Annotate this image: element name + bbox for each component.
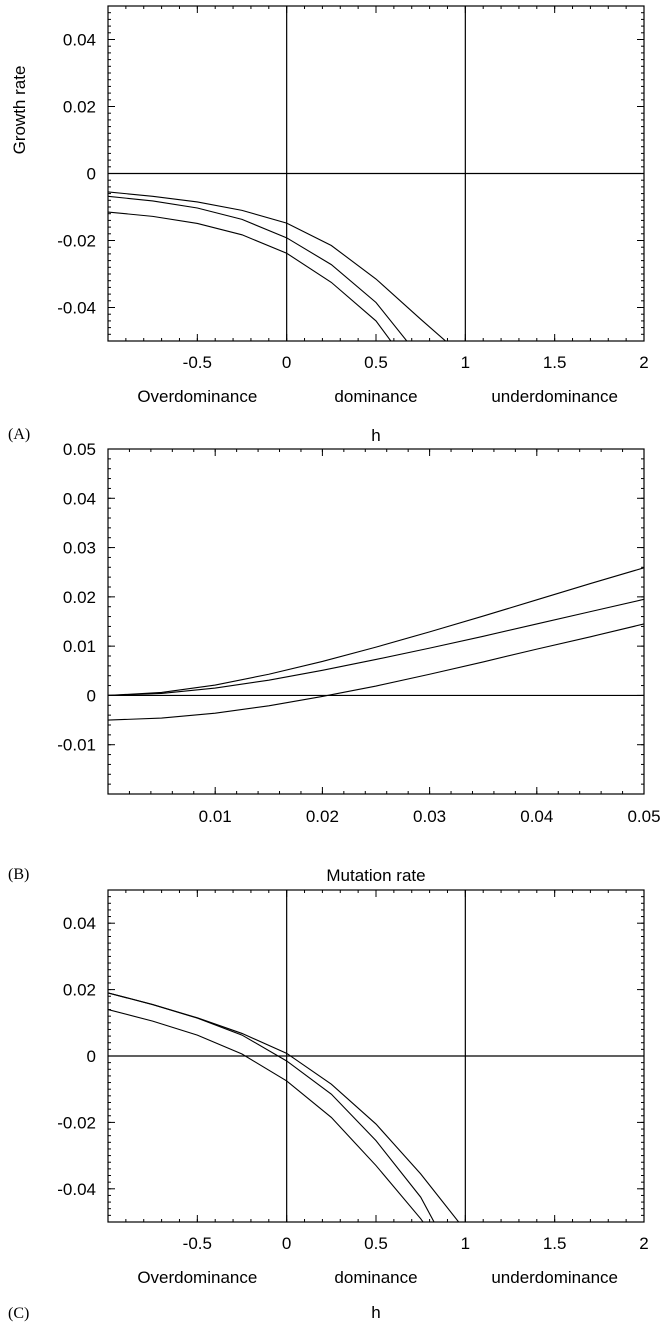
panel-a-region-label: Overdominance [137,387,257,406]
panel-c-y-tick-label: 0.04 [63,914,96,933]
panel-b-y-tick-label: 0.01 [63,637,96,656]
panel-c-x-tick-label: 1 [461,1234,470,1253]
panel-a-plot: -0.5 0 0.5 1 1.5 2 -0.04 -0.02 0 0.02 0.04 Overdomi… [57,5,649,406]
panel-b-plot: 0.01 0.02 0.03 0.04 0.05 -0.01 0 0.01 0.02 0.03 0.… [57,440,660,826]
panel-b-x-tick-label: 0.05 [627,807,660,826]
panel-b-series-line-3 [108,623,644,721]
panel-b-y-tick-label: 0.03 [63,539,96,558]
panel-c-series-line-2 [108,992,435,1222]
panel-b-y-tick-label: 0.04 [63,489,96,508]
panel-a-x-tick-label: 0.5 [364,353,388,372]
panel-b-x-tick-label: 0.04 [520,807,553,826]
panel-b-x-tick-label: 0.03 [413,807,446,826]
panel-a-x-tick-label: 2 [639,353,648,372]
panel-b-x-axis-label: Mutation rate [326,866,425,885]
panel-a-y-tick-label: 0.02 [63,98,96,117]
panel-a-region-label: underdominance [491,387,618,406]
panel-a-x-axis-label: h [371,426,380,445]
panel-c-series-line-1 [108,992,460,1222]
panel-c: -0.5 0 0.5 1 1.5 2 -0.04 -0.02 0 0.02 0.04 Overdomi… [8,889,649,1322]
panel-a-y-tick-label: 0 [87,165,96,184]
panel-a-x-tick-label: 1 [461,353,470,372]
panel-a-x-tick-label: -0.5 [183,353,212,372]
panel-c-curves [108,992,460,1222]
panel-c-x-tick-label: 0.5 [364,1234,388,1253]
panel-a-series-line-1 [108,191,447,341]
panel-c-plot: -0.5 0 0.5 1 1.5 2 -0.04 -0.02 0 0.02 0.04 Overdomi… [57,889,649,1287]
panel-b-label: (B) [8,866,29,883]
panel-c-label: (C) [8,1305,29,1322]
panel-b-series-line-2 [108,598,644,696]
panel-b-y-tick-label: 0.05 [63,440,96,459]
panel-c-region-label: dominance [334,1268,417,1287]
panel-c-region-label: underdominance [491,1268,618,1287]
panel-c-region-label: Overdominance [137,1268,257,1287]
panel-a-curves [108,191,447,341]
panel-c-x-tick-label: 1.5 [543,1234,567,1253]
panel-b-plot-frame [107,448,645,795]
panel-a-y-axis-label: Growth rate [10,66,29,155]
panel-c-series-line-3 [108,1008,424,1222]
panel-b-x-tick-label: 0.01 [199,807,232,826]
panel-a-x-tick-label: 0 [282,353,291,372]
panel-c-y-tick-label: -0.02 [57,1113,96,1132]
panel-b-y-tick-label: 0 [87,686,96,705]
panel-c-y-tick-label: 0.02 [63,981,96,1000]
panel-a-x-tick-label: 1.5 [543,353,567,372]
panel-b-y-tick-label: 0.02 [63,588,96,607]
panel-a-y-tick-label: -0.02 [57,232,96,251]
panel-c-x-axis-label: h [371,1303,380,1322]
panel-c-x-tick-label: 2 [639,1234,648,1253]
panel-a-label: (A) [8,426,30,443]
panel-b-y-tick-label: -0.01 [57,736,96,755]
panel-c-y-tick-label: -0.04 [57,1180,96,1199]
panel-b-x-tick-label: 0.02 [306,807,339,826]
panel-b-series-line-1 [108,567,644,696]
panel-c-x-tick-label: -0.5 [183,1234,212,1253]
panel-b: 0.01 0.02 0.03 0.04 0.05 -0.01 0 0.01 0.02 0.03 0.… [8,440,661,885]
panel-a-region-label: dominance [334,387,417,406]
panel-b-curves [108,567,644,721]
panel-a-y-tick-label: 0.04 [63,31,96,50]
panel-a-y-tick-label: -0.04 [57,299,96,318]
panel-c-y-tick-label: 0 [87,1047,96,1066]
panel-a-series-line-2 [108,195,408,341]
panel-a: -0.5 0 0.5 1 1.5 2 -0.04 -0.02 0 0.02 0.04 Overdomi… [8,5,649,445]
panel-c-x-tick-label: 0 [282,1234,291,1253]
panel-a-series-line-3 [108,211,392,341]
